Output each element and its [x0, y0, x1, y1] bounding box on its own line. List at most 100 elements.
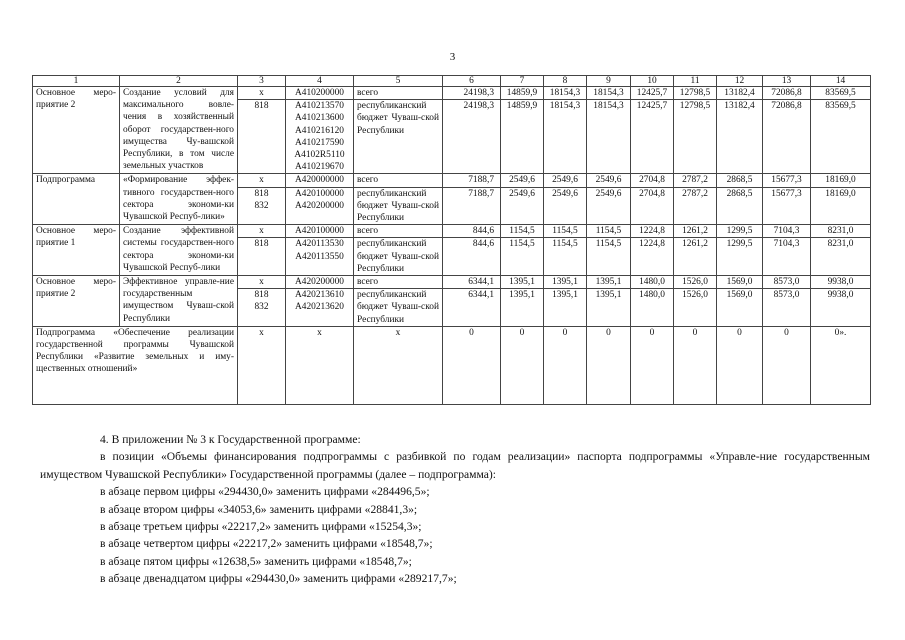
- value-cell: 844,6: [442, 224, 501, 239]
- value-cell: 1299,5: [716, 237, 763, 277]
- financing-table: 1 2 3 4 5 6 7 8 9 10 11 12 13 14 Основное меро-приятие…: [32, 75, 871, 405]
- column-header: 10: [630, 75, 674, 87]
- value-cell: 1154,5: [500, 224, 544, 239]
- column-header: 8: [543, 75, 587, 87]
- value-cell: 2704,8: [630, 186, 674, 226]
- source-cell: всего: [353, 224, 443, 239]
- status-cell: Подпрограмма: [32, 173, 120, 226]
- budget-code-cell: A420100000 A420200000: [285, 186, 354, 226]
- paragraph: в абзаце четвертом цифры «22217,2» замен…: [100, 537, 433, 551]
- source-cell: всего: [353, 275, 443, 290]
- value-cell: 12425,7: [630, 85, 674, 101]
- table-row-total: Основное меро-приятие 1 Создание эффектив…: [32, 224, 871, 277]
- value-cell: 2549,6: [543, 173, 587, 188]
- value-cell: 0».: [810, 325, 871, 405]
- table-row-total: Основное меро-приятие 2 Создание условий …: [32, 85, 871, 175]
- header-row: 1 2 3 4 5 6 7 8 9 10 11 12 13 14: [32, 75, 871, 87]
- source-cell: республиканский бюджет Чуваш-ской Респуб…: [353, 99, 443, 175]
- column-header: 13: [762, 75, 811, 87]
- value-cell: 13182,4: [716, 99, 763, 175]
- value-cell: 1224,8: [630, 224, 674, 239]
- value-cell: 83569,5: [810, 85, 871, 101]
- value-cell: 2549,6: [586, 173, 631, 188]
- value-cell: 1480,0: [630, 288, 674, 327]
- source-cell: всего: [353, 85, 443, 101]
- value-cell: 7188,7: [442, 186, 501, 226]
- value-cell: 2549,6: [543, 186, 587, 226]
- value-cell: 7104,3: [762, 237, 811, 277]
- value-cell: 14859,9: [500, 99, 544, 175]
- value-cell: 1526,0: [673, 288, 717, 327]
- gov-code-cell: 818: [237, 237, 286, 277]
- value-cell: 1569,0: [716, 275, 763, 290]
- value-cell: 0: [762, 325, 811, 405]
- value-cell: 12798,5: [673, 99, 717, 175]
- value-cell: 2868,5: [716, 186, 763, 226]
- value-cell: 2868,5: [716, 173, 763, 188]
- value-cell: 0: [543, 325, 587, 405]
- value-cell: 1299,5: [716, 224, 763, 239]
- value-cell: 7188,7: [442, 173, 501, 188]
- value-cell: 9938,0: [810, 288, 871, 327]
- paragraph: в абзаце двенадцатом цифры «294430,0» за…: [100, 572, 457, 586]
- value-cell: 18154,3: [543, 99, 587, 175]
- section-heading: 4. В приложении № 3 к Государственной пр…: [100, 433, 361, 446]
- column-header: 7: [500, 75, 544, 87]
- value-cell: 18169,0: [810, 186, 871, 226]
- column-header: 5: [353, 75, 443, 87]
- budget-code-cell: A420113530 A420113550: [285, 237, 354, 277]
- value-cell: 9938,0: [810, 275, 871, 290]
- value-cell: 1154,5: [500, 237, 544, 277]
- budget-code-cell: x: [285, 325, 354, 405]
- value-cell: 844,6: [442, 237, 501, 277]
- source-cell: x: [353, 325, 443, 405]
- column-header: 11: [673, 75, 717, 87]
- status-cell: Основное меро-приятие 1: [32, 224, 120, 277]
- value-cell: 0: [630, 325, 674, 405]
- paragraph: в абзаце третьем цифры «22217,2» заменит…: [100, 520, 422, 534]
- value-cell: 18154,3: [586, 85, 631, 101]
- paragraph: в абзаце втором цифры «34053,6» заменить…: [100, 502, 418, 516]
- name-cell: Подпрограмма «Обеспечение реализации гос…: [32, 325, 238, 405]
- value-cell: 12425,7: [630, 99, 674, 175]
- column-header: 3: [237, 75, 286, 87]
- gov-code-cell: x: [237, 325, 286, 405]
- value-cell: 1261,2: [673, 237, 717, 277]
- table-row-source: 818 A420113530 A420113550 республиканский …: [33, 237, 871, 277]
- value-cell: 1395,1: [586, 275, 631, 290]
- value-cell: 6344,1: [442, 275, 501, 290]
- value-cell: 0: [673, 325, 717, 405]
- value-cell: 1395,1: [543, 288, 587, 327]
- gov-code-cell: x: [237, 275, 286, 290]
- value-cell: 24198,3: [442, 99, 501, 175]
- budget-code-cell: A410213570 A410213600 A410216120 A410217…: [285, 99, 354, 175]
- value-cell: 8573,0: [762, 288, 811, 327]
- page-number: 3: [449, 51, 456, 63]
- table-row-subprogram: Подпрограмма «Обеспечение реализации гос…: [32, 325, 871, 405]
- status-cell: Основное меро-приятие 2: [32, 85, 120, 175]
- value-cell: 2704,8: [630, 173, 674, 188]
- table-row-source: 818 832 A420213610 A420213620 республиканс…: [33, 288, 871, 327]
- value-cell: 1261,2: [673, 224, 717, 239]
- value-cell: 18154,3: [543, 85, 587, 101]
- value-cell: 72086,8: [762, 99, 811, 175]
- paragraph: в абзаце первом цифры «294430,0» заменит…: [100, 485, 430, 499]
- value-cell: 15677,3: [762, 186, 811, 226]
- value-cell: 1395,1: [543, 275, 587, 290]
- value-cell: 1224,8: [630, 237, 674, 277]
- column-header: 9: [586, 75, 631, 87]
- column-header: 14: [810, 75, 871, 87]
- gov-code-cell: x: [237, 85, 286, 101]
- value-cell: 1395,1: [500, 275, 544, 290]
- value-cell: 1395,1: [586, 288, 631, 327]
- name-cell: Эффективное управле-ние государственным …: [119, 275, 238, 327]
- name-cell: Создание эффективной системы государстве…: [119, 224, 238, 277]
- source-cell: республиканский бюджет Чуваш-ской Респуб…: [353, 288, 443, 327]
- value-cell: 1154,5: [543, 237, 587, 277]
- source-cell: республиканский бюджет Чуваш-ской Респуб…: [353, 237, 443, 277]
- table-row-total: Основное меро-приятие 2 Эффективное управ…: [32, 275, 871, 327]
- value-cell: 1569,0: [716, 288, 763, 327]
- value-cell: 83569,5: [810, 99, 871, 175]
- value-cell: 8231,0: [810, 237, 871, 277]
- column-header: 12: [716, 75, 763, 87]
